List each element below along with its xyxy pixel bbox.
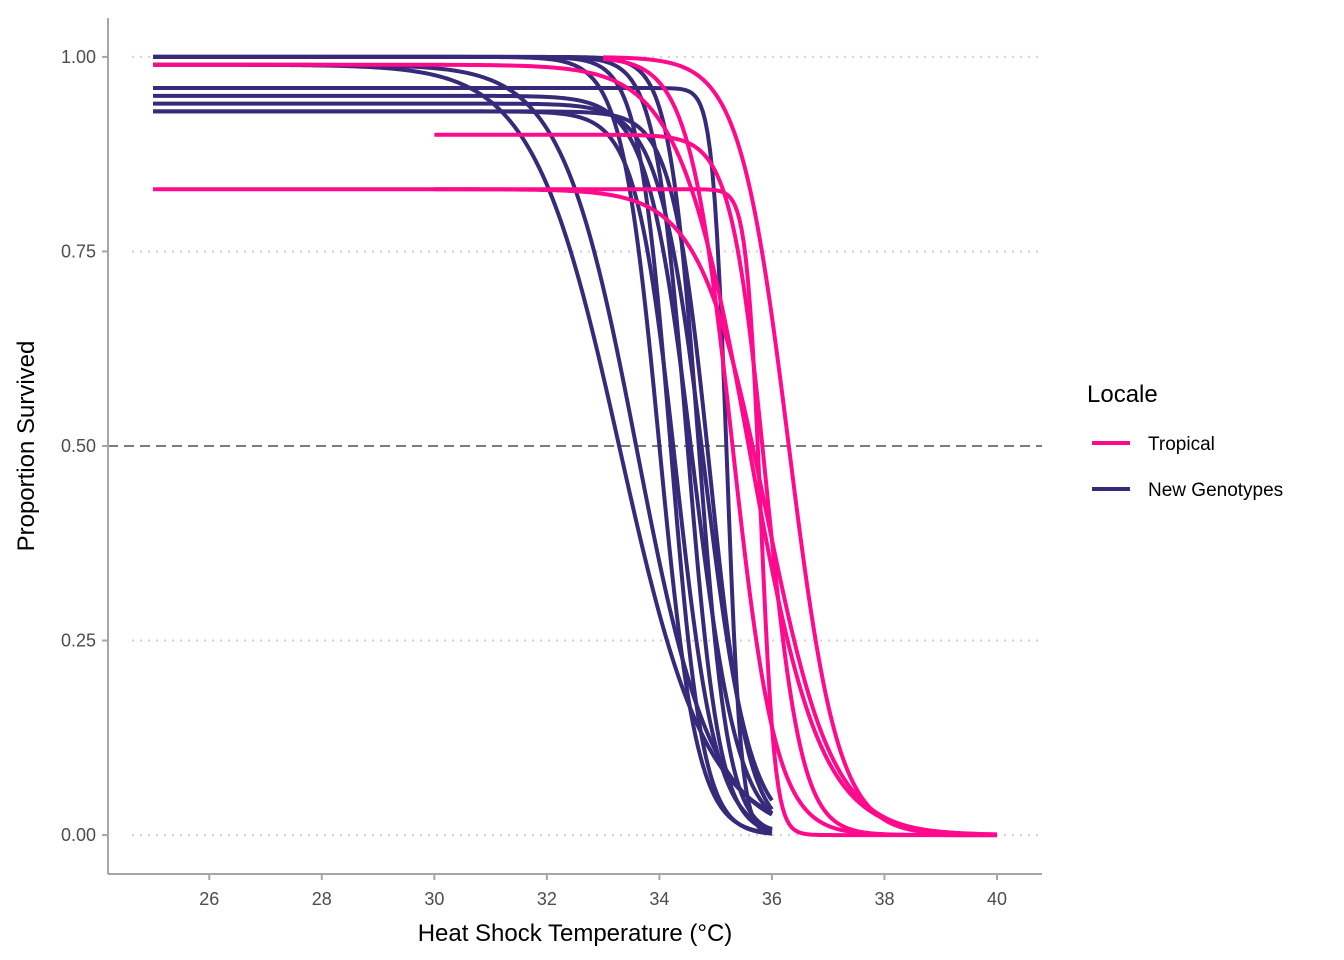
x-tick-label: 40 <box>987 889 1007 909</box>
y-tick-label: 0.00 <box>61 825 96 845</box>
new-genotypes-curve <box>153 101 774 802</box>
new-genotypes-curve <box>153 62 773 815</box>
y-tick-label: 0.25 <box>61 631 96 651</box>
y-axis-ticks: 0.00 0.25 0.50 0.75 1.00 <box>61 47 108 845</box>
x-tick-label: 32 <box>537 889 557 909</box>
x-axis-ticks: 26 28 30 32 34 36 38 40 <box>199 874 1007 909</box>
new-genotypes-curve <box>153 62 773 817</box>
x-tick-label: 26 <box>199 889 219 909</box>
new-genotypes-curve <box>153 54 773 832</box>
new-genotypes-curve <box>153 86 773 836</box>
legend: Locale Tropical New Genotypes <box>1087 381 1283 501</box>
x-tick-label: 38 <box>874 889 894 909</box>
y-tick-label: 1.00 <box>61 47 96 67</box>
x-tick-label: 36 <box>762 889 782 909</box>
x-tick-label: 34 <box>649 889 669 909</box>
tropical-curve <box>602 55 998 837</box>
tropical-curve <box>153 62 998 837</box>
legend-title: Locale <box>1087 381 1158 408</box>
legend-label: Tropical <box>1148 434 1215 455</box>
curve-series <box>153 54 998 838</box>
legend-label: New Genotypes <box>1148 480 1283 501</box>
x-tick-label: 28 <box>312 889 332 909</box>
x-tick-label: 30 <box>424 889 444 909</box>
tropical-curve <box>153 187 998 837</box>
legend-entries: Tropical New Genotypes <box>1092 434 1283 501</box>
y-axis-title: Proportion Survived <box>13 341 40 552</box>
new-genotypes-curve <box>153 109 773 831</box>
new-genotypes-curve <box>153 93 774 815</box>
new-genotypes-curve <box>153 54 773 833</box>
y-tick-label: 0.50 <box>61 436 96 456</box>
y-tick-label: 0.75 <box>61 241 96 261</box>
x-axis-title: Heat Shock Temperature (°C) <box>418 920 733 947</box>
tropical-curve <box>602 56 998 838</box>
